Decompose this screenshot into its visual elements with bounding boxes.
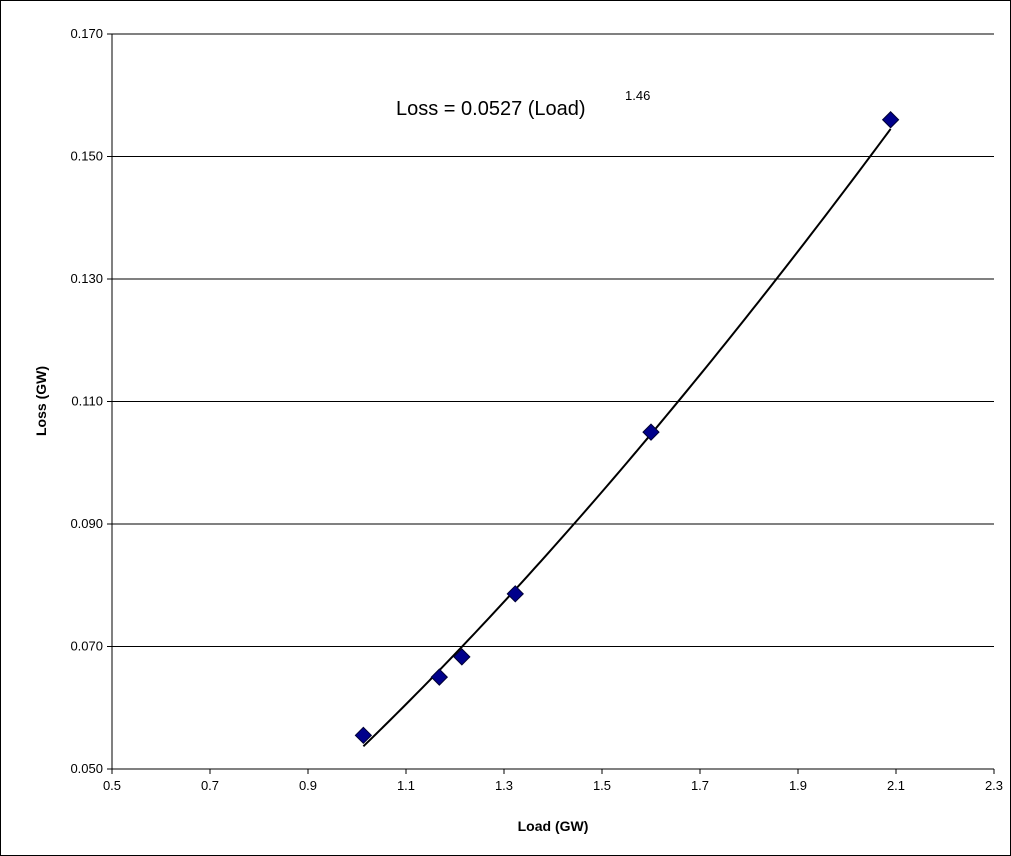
x-tick-label: 0.9 (299, 778, 317, 793)
trendline-equation: Loss = 0.0527 (Load) 1.46 (396, 88, 650, 120)
x-tick-label: 0.5 (103, 778, 121, 793)
x-tick-label: 1.5 (593, 778, 611, 793)
trendline (362, 128, 892, 748)
x-tick-label: 0.7 (201, 778, 219, 793)
data-point (430, 668, 449, 686)
x-axis-title: Load (GW) (518, 818, 589, 834)
equation-main: Loss = 0.0527 (Load) (396, 98, 586, 120)
x-tick-label: 1.7 (691, 778, 709, 793)
y-tick-label: 0.070 (70, 639, 103, 654)
y-tick-label: 0.050 (70, 761, 103, 776)
y-tick-label: 0.150 (70, 149, 103, 164)
y-tick-label: 0.090 (70, 516, 103, 531)
y-axis-title: Loss (GW) (33, 366, 49, 436)
data-point (453, 648, 471, 666)
y-tick-label: 0.130 (70, 271, 103, 286)
x-tick-label: 1.3 (495, 778, 513, 793)
data-point (506, 585, 524, 603)
x-tick-label: 1.9 (789, 778, 807, 793)
data-point (642, 423, 660, 441)
gridlines (112, 33, 994, 647)
equation-exponent: 1.46 (625, 88, 650, 103)
data-point (354, 726, 373, 745)
data-point (881, 111, 900, 129)
trendline-group (362, 128, 892, 748)
tick-marks (107, 33, 995, 774)
x-tick-label: 2.3 (985, 778, 1003, 793)
y-tick-label: 0.170 (70, 26, 103, 41)
y-tick-label: 0.110 (71, 394, 103, 409)
data-points (354, 111, 900, 745)
x-tick-label: 1.1 (397, 778, 415, 793)
x-tick-label: 2.1 (887, 778, 905, 793)
